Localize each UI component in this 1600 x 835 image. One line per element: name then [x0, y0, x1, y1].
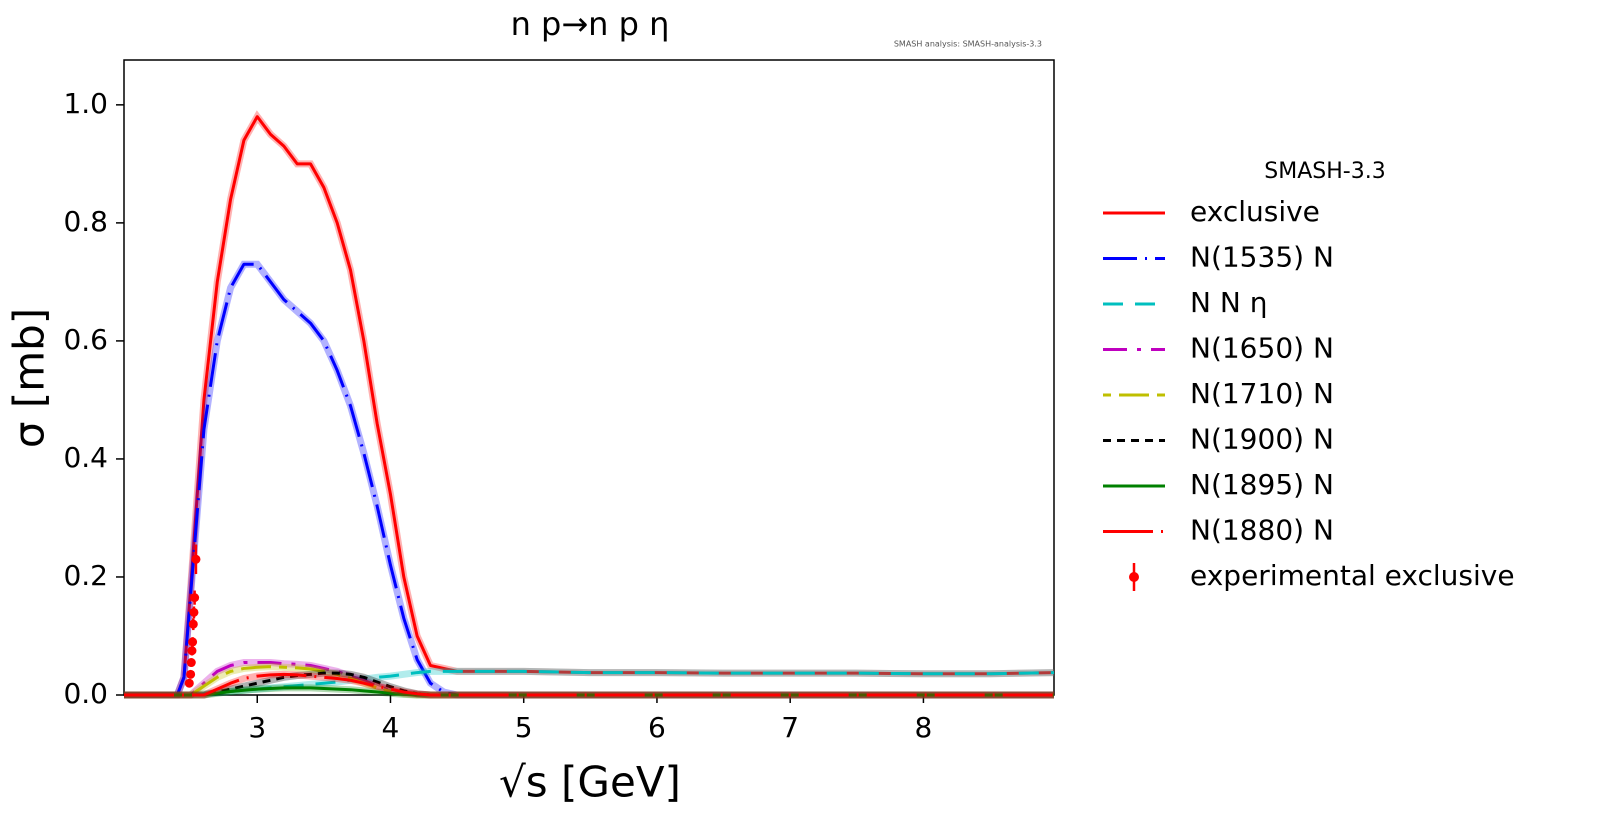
series-line — [124, 672, 1054, 697]
y-tick-label: 0.4 — [63, 441, 108, 474]
y-tick-label: 0.2 — [63, 559, 108, 592]
data-point — [189, 607, 199, 617]
legend-label: experimental exclusive — [1190, 559, 1515, 592]
chart-title: n p→n p η — [511, 5, 670, 43]
legend-label: N(1895) N — [1190, 468, 1334, 501]
x-tick-label: 7 — [781, 711, 799, 744]
series-line — [124, 262, 1054, 697]
plot-frame — [123, 59, 1055, 696]
y-axis-label: σ [mb] — [5, 308, 54, 448]
y-tick-label: 0.0 — [63, 677, 108, 710]
y-tick-label: 0.8 — [63, 205, 108, 238]
x-tick-label: 3 — [248, 711, 266, 744]
legend-label: exclusive — [1190, 195, 1320, 228]
legend-label: N(1880) N — [1190, 514, 1334, 547]
legend-label: N(1710) N — [1190, 377, 1334, 410]
x-axis-label: √s [GeV] — [499, 758, 681, 807]
data-point — [190, 593, 200, 603]
data-point — [188, 619, 198, 629]
x-tick-label: 4 — [382, 711, 400, 744]
annotation: SMASH analysis: SMASH-analysis-3.3 — [894, 40, 1042, 49]
legend-marker — [1129, 572, 1139, 582]
legend-label: N(1535) N — [1190, 241, 1334, 274]
data-point — [188, 637, 198, 647]
data-point — [186, 658, 196, 668]
legend-label: N(1650) N — [1190, 332, 1334, 365]
data-point — [186, 669, 196, 679]
data-point — [191, 554, 201, 564]
x-tick-label: 8 — [915, 711, 933, 744]
y-tick-label: 0.6 — [63, 323, 108, 356]
y-tick-label: 1.0 — [63, 87, 108, 120]
x-tick-label: 5 — [515, 711, 533, 744]
band — [124, 260, 1054, 699]
data-point — [184, 678, 194, 688]
legend-label: N(1900) N — [1190, 423, 1334, 456]
series-line — [124, 671, 1054, 697]
x-tick-label: 6 — [648, 711, 666, 744]
legend-title: SMASH-3.3 — [1264, 159, 1385, 184]
legend-label: N N η — [1190, 286, 1267, 319]
data-point — [187, 646, 197, 656]
series-line — [124, 115, 1055, 697]
band — [124, 110, 1055, 699]
